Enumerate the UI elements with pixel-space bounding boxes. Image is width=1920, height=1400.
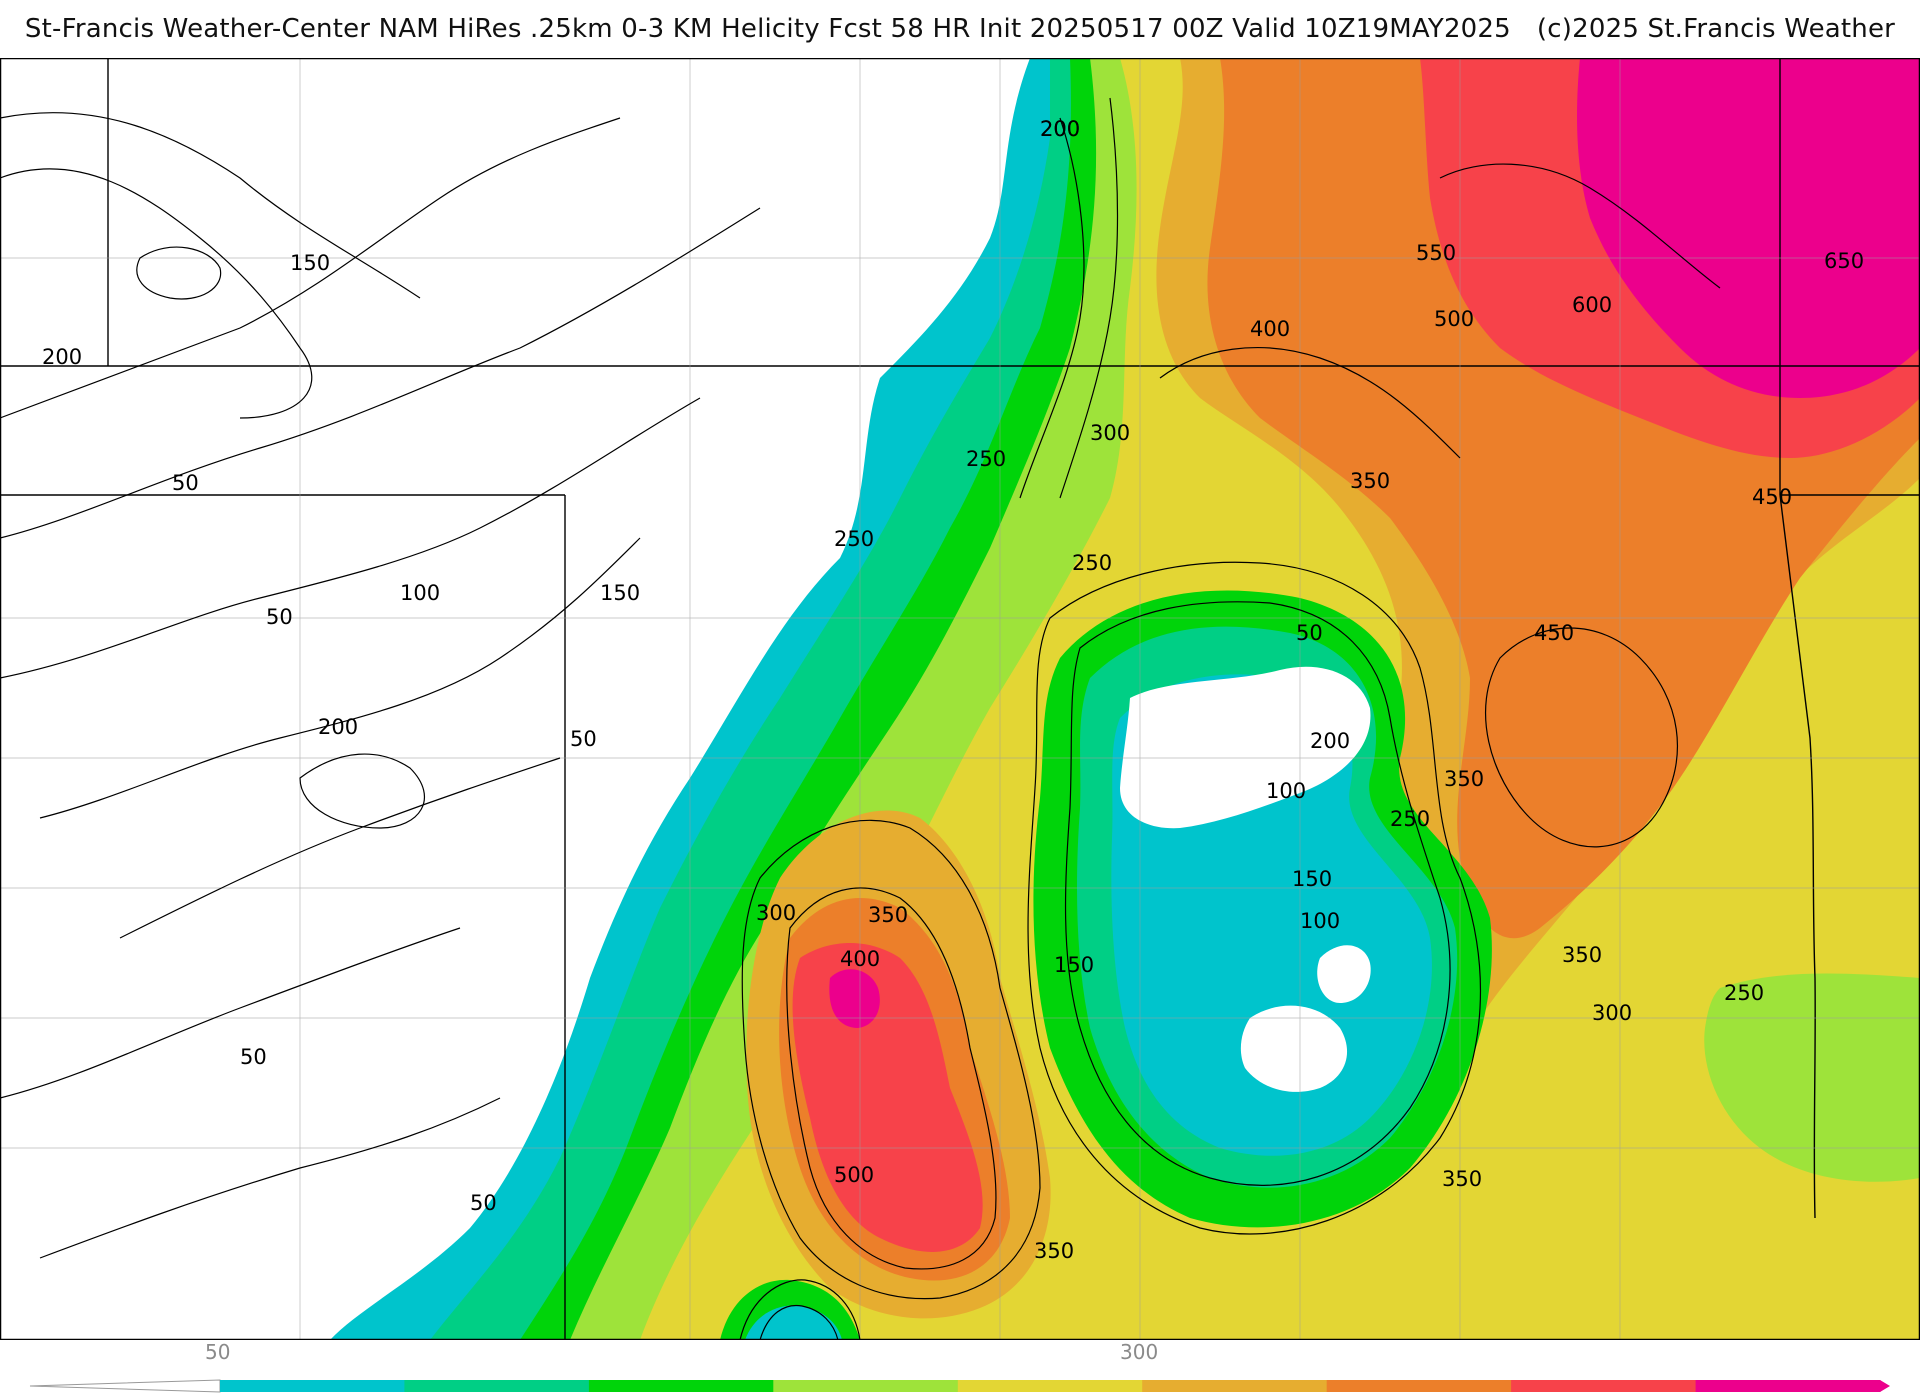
colorbar-segment: [588, 1380, 774, 1392]
contour-label: 650: [1824, 249, 1864, 273]
fill-sw-magenta: [829, 969, 880, 1028]
contour-label: 450: [1534, 621, 1574, 645]
colorbar: 50 300: [0, 1340, 1920, 1400]
contour-label: 200: [1310, 729, 1350, 753]
contour-label: 100: [1300, 909, 1340, 933]
copyright-text: (c)2025 St.Francis Weather: [1536, 14, 1896, 44]
colorbar-segments: [220, 1380, 1881, 1392]
contour-label: 250: [1072, 551, 1112, 575]
colorbar-segment: [1326, 1380, 1512, 1392]
contour-label: 250: [834, 527, 874, 551]
contour-label: 350: [1350, 469, 1390, 493]
contour-label: 250: [966, 447, 1006, 471]
contour-label: 150: [1292, 867, 1332, 891]
contour-label: 550: [1416, 241, 1456, 265]
colorbar-label-left: 50: [205, 1340, 231, 1364]
fill-hole-white-east: [1317, 945, 1371, 1003]
colorbar-segment: [1695, 1380, 1881, 1392]
contour-label: 100: [400, 581, 440, 605]
colorbar-label-right: 300: [1120, 1340, 1159, 1364]
title-text: St-Francis Weather-Center NAM HiRes .25k…: [24, 14, 1511, 44]
contour-label: 450: [1752, 485, 1792, 509]
contour-label: 50: [172, 471, 199, 495]
helicity-map[interactable]: 200 150 200 50 100 50 150 200 50 250 250…: [0, 58, 1920, 1340]
contour-label: 350: [1562, 943, 1602, 967]
map-title: St-Francis Weather-Center NAM HiRes .25k…: [0, 0, 1920, 58]
colorbar-segment: [404, 1380, 590, 1392]
colorbar-segment: [957, 1380, 1143, 1392]
contour-label: 150: [600, 581, 640, 605]
contour-label: 200: [42, 345, 82, 369]
contour-label: 300: [756, 901, 796, 925]
contour-label: 350: [1442, 1167, 1482, 1191]
contour-label: 250: [1390, 807, 1430, 831]
contour-lines: [0, 97, 1721, 1340]
contour-label: 50: [266, 605, 293, 629]
contour-label: 50: [1296, 621, 1323, 645]
fill-east-lime: [1704, 973, 1920, 1182]
colorbar-segment: [1511, 1380, 1696, 1392]
fill-hole-white-south: [1240, 1005, 1348, 1092]
contour-label: 50: [470, 1191, 497, 1215]
colorbar-svg: [29, 1379, 1890, 1393]
colorbar-segment: [1142, 1380, 1328, 1392]
fill-hole-white-north: [1120, 666, 1371, 829]
contour-label: 200: [318, 715, 358, 739]
contour-label: 50: [240, 1045, 267, 1069]
colorbar-segment: [773, 1380, 959, 1392]
contour-label: 350: [1444, 767, 1484, 791]
state-boundaries: [0, 58, 1920, 1340]
contour-label: 150: [1054, 953, 1094, 977]
contour-label: 500: [1434, 307, 1474, 331]
contour-label: 500: [834, 1163, 874, 1187]
contour-label: 600: [1572, 293, 1612, 317]
contour-label: 300: [1090, 421, 1130, 445]
fill-magenta: [1577, 58, 1920, 398]
contour-label: 400: [840, 947, 880, 971]
contour-label: 350: [868, 903, 908, 927]
contour-label: 350: [1034, 1239, 1074, 1263]
contour-label: 50: [570, 727, 597, 751]
fill-south-cyan: [745, 1305, 842, 1340]
contour-label: 100: [1266, 779, 1306, 803]
colorbar-left-arrow: [29, 1379, 221, 1393]
contour-labels: 200 150 200 50 100 50 150 200 50 250 250…: [42, 117, 1864, 1263]
contour-label: 250: [1724, 981, 1764, 1005]
map-canvas: 200 150 200 50 100 50 150 200 50 250 250…: [0, 58, 1920, 1340]
contour-label: 300: [1592, 1001, 1632, 1025]
colorbar-segment: [220, 1380, 405, 1392]
contour-label: 200: [1040, 117, 1080, 141]
contour-label: 200: [1040, 117, 1080, 141]
county-lines: [0, 58, 1920, 1340]
colorbar-right-arrow: [1880, 1380, 1890, 1392]
contour-label: 400: [1250, 317, 1290, 341]
contour-label: 150: [290, 251, 330, 275]
